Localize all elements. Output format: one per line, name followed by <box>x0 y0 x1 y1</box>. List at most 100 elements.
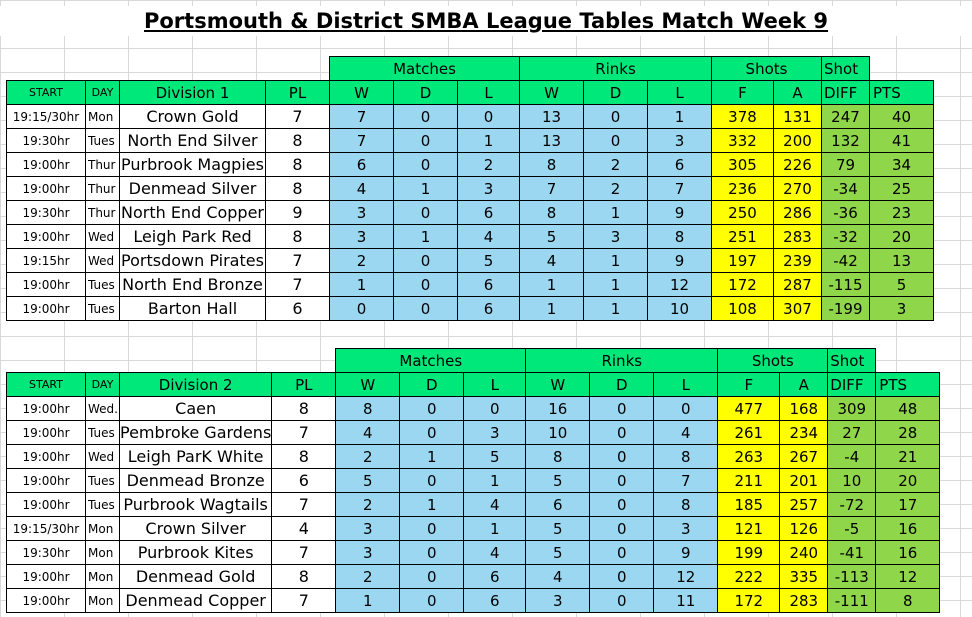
shot-diff-cell: -72 <box>827 492 877 517</box>
day-cell: Thur <box>85 200 120 225</box>
played-cell: 7 <box>271 420 337 445</box>
table-row: 19:00hr Thur Purbrook Magpies 8 6 0 2 8 2 6 305 226… <box>6 152 934 177</box>
day-cell: Tues <box>85 492 120 517</box>
matches-l-header: L <box>463 372 527 397</box>
played-cell: 8 <box>265 176 330 201</box>
rinks-lost-cell: 0 <box>653 396 719 421</box>
shot-diff-cell: 309 <box>827 396 877 421</box>
column-header-row: START DAY Division 2 PL W D L W D L F A DIFF PTS <box>6 372 941 397</box>
rinks-drawn-cell: 3 <box>583 224 648 249</box>
matches-drawn-cell: 0 <box>393 104 458 129</box>
group-header-row: Matches Rinks Shots Shot <box>7 56 934 81</box>
matches-lost-cell: 4 <box>463 492 527 517</box>
start-header: START <box>6 80 86 105</box>
shots-for-cell: 250 <box>711 200 774 225</box>
shots-for-cell: 378 <box>711 104 774 129</box>
table-row: 19:00hr Wed Leigh Park Red 8 3 1 4 5 3 8 251 283 -32… <box>6 224 934 249</box>
rinks-drawn-cell: 0 <box>589 420 655 445</box>
rinks-lost-cell: 3 <box>647 128 712 153</box>
rinks-drawn-cell: 1 <box>583 248 648 273</box>
shots-for-header: F <box>717 372 781 397</box>
shots-for-cell: 477 <box>717 396 781 421</box>
team-name-cell: Caen <box>118 396 273 421</box>
matches-drawn-cell: 0 <box>393 128 458 153</box>
shots-for-cell: 172 <box>711 272 774 297</box>
rinks-won-cell: 3 <box>525 588 591 613</box>
shots-for-cell: 222 <box>717 564 781 589</box>
rinks-lost-cell: 10 <box>647 296 712 321</box>
matches-drawn-cell: 0 <box>399 420 465 445</box>
shot-diff-cell: -111 <box>827 588 877 613</box>
points-cell: 40 <box>869 104 934 129</box>
played-cell: 6 <box>271 468 337 493</box>
rinks-lost-cell: 7 <box>647 176 712 201</box>
rinks-lost-cell: 6 <box>647 152 712 177</box>
shot-diff-cell: 247 <box>821 104 870 129</box>
shots-for-cell: 108 <box>711 296 774 321</box>
day-cell: Tues <box>85 468 120 493</box>
rinks-group-header: Rinks <box>525 348 719 373</box>
matches-lost-cell: 1 <box>457 128 520 153</box>
rinks-won-cell: 13 <box>519 128 584 153</box>
day-header: DAY <box>85 80 120 105</box>
team-name-cell: Purbrook Kites <box>118 540 273 565</box>
played-cell: 7 <box>271 588 337 613</box>
shots-for-cell: 251 <box>711 224 774 249</box>
table-row: 19:00hr Thur Denmead Silver 8 4 1 3 7 2 7 236 270 -3… <box>6 176 934 201</box>
matches-won-cell: 7 <box>329 104 394 129</box>
table-row: 19:00hr Tues Purbrook Wagtails 7 2 1 4 6 0 8 185 25… <box>6 492 941 517</box>
day-cell: Thur <box>85 152 120 177</box>
team-name-cell: Crown Silver <box>118 516 273 541</box>
team-name-cell: Denmead Copper <box>118 588 273 613</box>
shot-diff-cell: 27 <box>827 420 877 445</box>
matches-lost-cell: 2 <box>457 152 520 177</box>
rinks-lost-cell: 8 <box>653 444 719 469</box>
table-row: 19:00hr Wed Leigh ParK White 8 2 1 5 8 0 8 263 267-… <box>6 444 941 469</box>
rinks-drawn-cell: 0 <box>589 588 655 613</box>
shots-against-cell: 267 <box>779 444 829 469</box>
spacer-cell <box>7 57 330 81</box>
day-header: DAY <box>85 372 120 397</box>
shots-for-cell: 172 <box>717 588 781 613</box>
rinks-won-cell: 1 <box>519 272 584 297</box>
points-cell: 17 <box>875 492 941 517</box>
pts-header: PTS <box>869 80 934 105</box>
points-cell: 20 <box>875 468 941 493</box>
matches-won-cell: 2 <box>335 564 401 589</box>
start-time-cell: 19:15/30hr <box>6 104 86 129</box>
pts-header: PTS <box>875 372 941 397</box>
table-row: 19:00hr Mon Denmead Gold 8 2 0 6 4 0 12 222 335 -113… <box>6 564 941 589</box>
diff-header: DIFF <box>827 372 877 397</box>
rinks-drawn-cell: 0 <box>589 396 655 421</box>
matches-drawn-cell: 0 <box>399 588 465 613</box>
matches-lost-cell: 5 <box>457 248 520 273</box>
rinks-drawn-cell: 2 <box>583 176 648 201</box>
matches-lost-cell: 6 <box>457 200 520 225</box>
team-name-cell: North End Copper <box>119 200 266 225</box>
matches-drawn-cell: 0 <box>393 272 458 297</box>
matches-lost-cell: 1 <box>463 516 527 541</box>
spacer-cell <box>876 349 940 373</box>
points-cell: 41 <box>869 128 934 153</box>
shot-diff-cell: -42 <box>821 248 870 273</box>
matches-drawn-cell: 1 <box>393 176 458 201</box>
matches-lost-cell: 3 <box>463 420 527 445</box>
shots-for-cell: 121 <box>717 516 781 541</box>
played-cell: 7 <box>265 272 330 297</box>
shot-diff-cell: -4 <box>827 444 877 469</box>
rinks-lost-cell: 3 <box>653 516 719 541</box>
shots-against-cell: 240 <box>779 540 829 565</box>
points-cell: 16 <box>875 540 941 565</box>
shots-against-cell: 239 <box>773 248 822 273</box>
start-time-cell: 19:00hr <box>6 492 86 517</box>
spacer-cell <box>870 57 934 81</box>
shots-against-cell: 283 <box>773 224 822 249</box>
shot-diff-group-header: Shot <box>827 348 877 373</box>
rinks-drawn-cell: 0 <box>589 516 655 541</box>
rinks-l-header: L <box>647 80 712 105</box>
matches-drawn-cell: 1 <box>399 444 465 469</box>
played-cell: 8 <box>265 224 330 249</box>
rinks-won-cell: 10 <box>525 420 591 445</box>
matches-won-cell: 8 <box>335 396 401 421</box>
played-cell: 8 <box>271 564 337 589</box>
